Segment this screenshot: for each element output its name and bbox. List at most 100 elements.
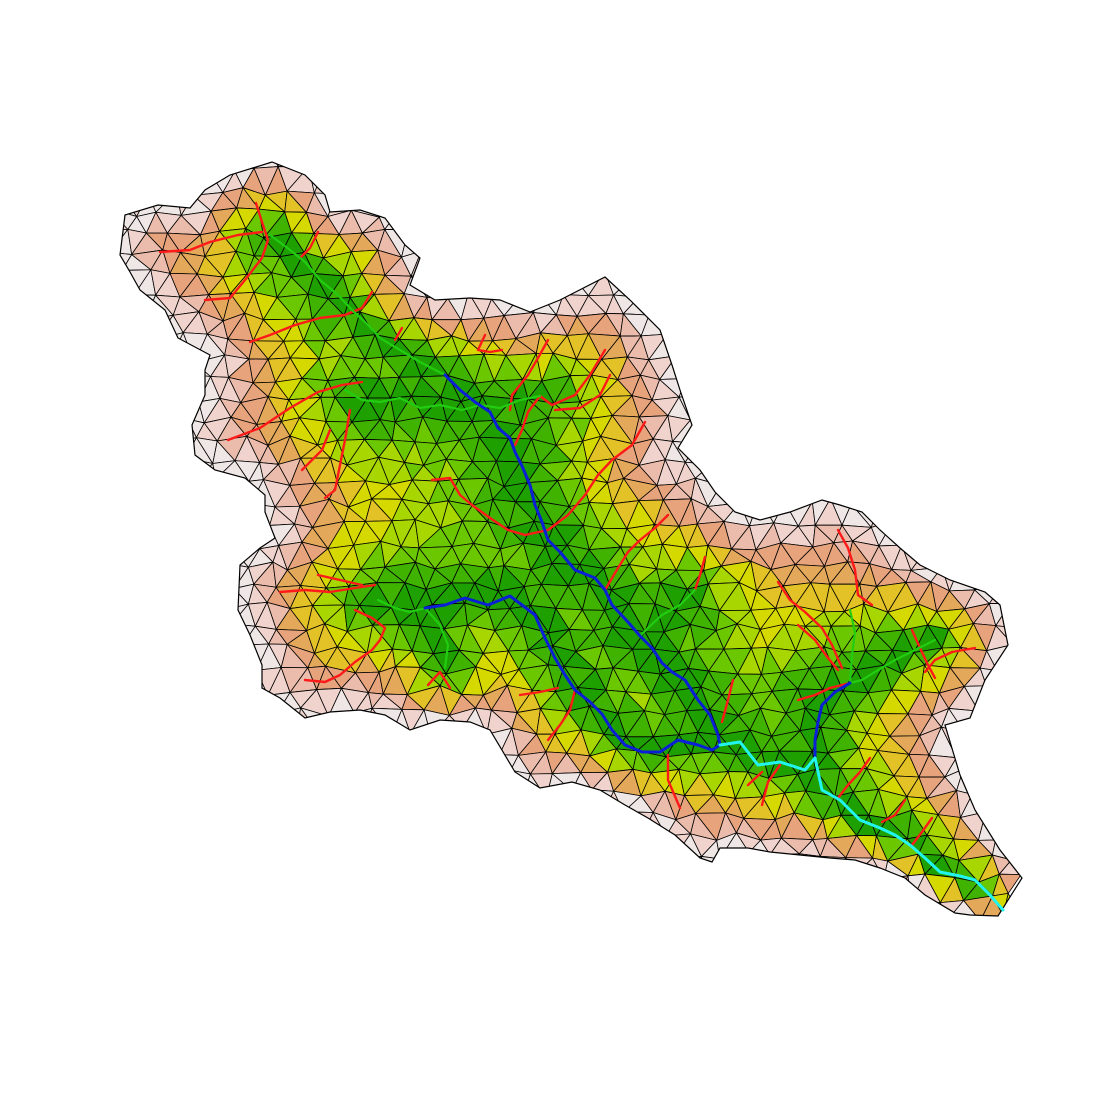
mesh-triangle [811, 482, 831, 503]
mesh-triangle [195, 463, 217, 482]
mesh-triangle [690, 419, 708, 444]
mesh-triangle [541, 272, 564, 297]
mesh-triangle [784, 486, 813, 503]
mesh-triangle [830, 478, 852, 505]
stream-segment-order-2 [423, 606, 450, 670]
stream-segment-order-1 [546, 688, 577, 742]
stream-segment-order-2 [343, 388, 542, 412]
stream-segment-order-4 [718, 740, 1005, 912]
stream-network [158, 201, 1005, 912]
mesh-triangle [244, 687, 269, 714]
mesh-triangle [554, 272, 576, 296]
mesh-triangle [253, 162, 279, 169]
stream-segment-order-1 [553, 373, 612, 412]
stream-segment-order-1 [226, 380, 364, 442]
mesh-triangle [378, 192, 400, 218]
mesh-triangle [845, 857, 874, 877]
mesh-triangle [384, 209, 409, 231]
mesh-triangle [749, 498, 775, 527]
stream-segment-order-1 [316, 573, 364, 587]
stream-segment-order-1 [278, 583, 377, 594]
mesh-triangle [223, 545, 249, 568]
mesh-triangle [819, 856, 847, 882]
mesh-triangle [591, 789, 615, 815]
stream-segment-order-1 [538, 348, 607, 407]
mesh-triangle [623, 811, 654, 841]
stream-segment-order-1 [910, 628, 937, 680]
mesh-triangle [426, 273, 449, 299]
mesh-triangle [797, 482, 817, 503]
stream-segment-order-1 [746, 770, 764, 787]
stream-segment-order-1 [430, 420, 647, 537]
mesh-triangle [155, 191, 182, 216]
stream-segment-order-2 [848, 638, 937, 685]
stream-segment-order-2 [848, 608, 857, 685]
stream-segment-order-1 [720, 678, 735, 724]
tin-mesh [120, 162, 1022, 916]
basin-boundary [119, 161, 1023, 917]
stream-segment-order-1 [693, 555, 707, 592]
stream-segment-order-1 [476, 333, 504, 354]
mesh-triangle [910, 540, 943, 571]
mesh-triangle [956, 748, 977, 770]
stream-segment-order-1 [508, 338, 550, 412]
stream-segment-order-1 [158, 230, 264, 254]
stream-segment-order-1 [513, 394, 542, 447]
stream-segment-order-1 [796, 681, 852, 702]
mesh-triangle [120, 196, 138, 217]
mesh-triangle [613, 277, 640, 298]
stream-segment-order-1 [303, 608, 387, 684]
stream-segment-order-1 [836, 756, 872, 800]
mesh-triangle [133, 294, 157, 321]
mesh-triangle [830, 857, 854, 882]
mesh-triangle [671, 856, 702, 878]
stream-segment-order-1 [836, 528, 874, 607]
stream-segment-order-1 [910, 816, 934, 847]
stream-segment-order-1 [880, 798, 907, 824]
stream-segment-order-1 [300, 428, 332, 472]
stream-segment-order-2 [268, 233, 447, 377]
mesh-triangle [335, 193, 363, 211]
stream-segment-order-1 [760, 763, 782, 807]
mesh-triangle [234, 162, 255, 172]
stream-segment-order-1 [923, 646, 977, 674]
mesh-triangle [171, 398, 200, 420]
stream-segment-order-1 [666, 753, 682, 810]
mesh-triangle [215, 478, 250, 506]
mesh-triangle [870, 498, 894, 528]
stream-segment-order-2 [638, 588, 697, 638]
stream-segment-order-1 [323, 408, 352, 500]
mesh-triangle [956, 732, 977, 759]
stream-segment-order-3 [443, 373, 722, 747]
stream-segment-order-1 [776, 580, 844, 670]
mesh-triangle [313, 169, 337, 195]
mesh-triangle [192, 165, 224, 196]
stream-segment-order-1 [796, 623, 840, 672]
mesh-triangle [391, 733, 411, 754]
stream-segment-order-2 [376, 598, 427, 614]
mesh-triangle [701, 856, 721, 881]
mesh-triangle [998, 873, 1022, 894]
mesh-triangle [170, 437, 197, 459]
mesh-triangle [328, 712, 355, 736]
mesh-triangle [666, 332, 690, 357]
mesh-triangle [154, 332, 184, 357]
stream-segment-order-1 [393, 326, 404, 342]
mesh-triangle [910, 902, 941, 916]
mesh-triangle [120, 252, 123, 275]
mesh-triangle [690, 395, 708, 423]
mesh-triangle [447, 277, 470, 299]
mesh-triangle [974, 567, 1005, 591]
mesh-triangle [277, 162, 309, 168]
mesh-triangle [883, 875, 909, 901]
mesh-triangle [988, 581, 1011, 604]
stream-segment-order-1 [603, 513, 670, 592]
stream-segment-order-3 [813, 681, 852, 760]
mesh-triangle [510, 769, 531, 798]
stream-segment-order-3 [423, 594, 722, 754]
stream-segment-order-1 [248, 290, 374, 344]
mesh-triangle [769, 853, 800, 878]
mesh-triangle [468, 275, 492, 300]
